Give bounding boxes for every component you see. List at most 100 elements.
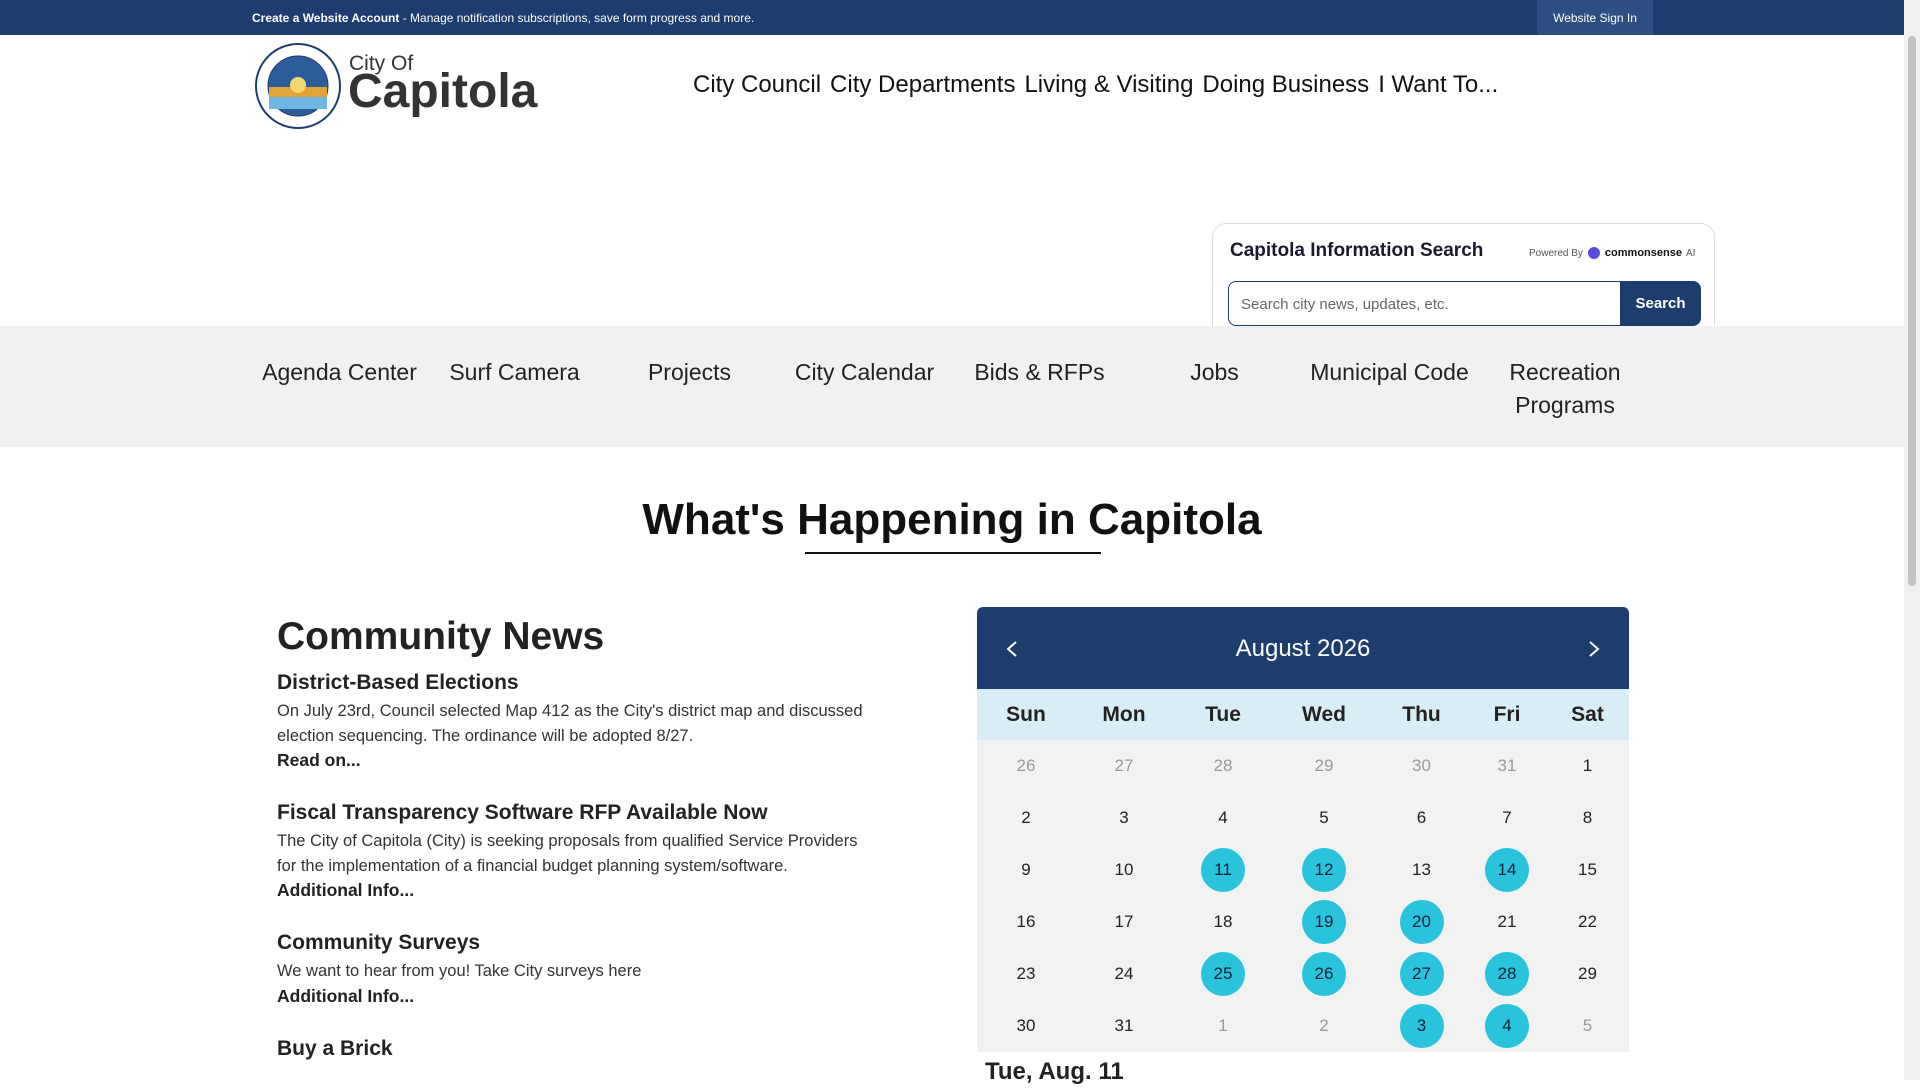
event-day[interactable]: 28 [1485, 952, 1529, 996]
news-title[interactable]: District-Based Elections [277, 671, 519, 694]
sign-in-button[interactable]: Website Sign In [1537, 0, 1653, 35]
day-cell[interactable]: 26 [977, 740, 1075, 792]
day-cell[interactable]: 31 [1468, 740, 1546, 792]
nav-item[interactable]: I Want To... [1378, 71, 1499, 98]
day-cell[interactable]: 27 [1375, 948, 1468, 1000]
day-number[interactable]: 6 [1416, 808, 1427, 827]
logo-small-text[interactable]: City Of [349, 52, 414, 75]
day-number[interactable]: 24 [1114, 964, 1134, 983]
news-link[interactable]: Additional Info... [277, 880, 415, 900]
day-number[interactable]: 1 [1582, 756, 1593, 775]
quick-link[interactable]: City Calendar [794, 359, 935, 385]
day-number[interactable]: 18 [1213, 912, 1233, 931]
day-cell[interactable]: 18 [1173, 896, 1273, 948]
day-cell[interactable]: 5 [1273, 792, 1375, 844]
day-cell[interactable]: 30 [977, 1000, 1075, 1052]
day-cell[interactable]: 17 [1075, 896, 1173, 948]
news-title[interactable]: Fiscal Transparency Software RFP Availab… [277, 801, 768, 824]
event-day[interactable]: 27 [1399, 952, 1444, 996]
day-cell[interactable]: 20 [1375, 896, 1468, 948]
day-cell[interactable]: 13 [1375, 844, 1468, 896]
day-cell[interactable]: 3 [1375, 1000, 1468, 1052]
day-number[interactable]: 22 [1578, 912, 1597, 931]
day-number[interactable]: 8 [1582, 808, 1593, 827]
news-link[interactable]: Read on... [277, 750, 361, 770]
day-cell[interactable]: 29 [1546, 948, 1629, 1000]
day-number[interactable]: 26 [1016, 756, 1036, 775]
event-day[interactable]: 19 [1302, 900, 1346, 944]
day-number[interactable]: 23 [1016, 964, 1036, 983]
day-cell[interactable]: 24 [1075, 948, 1173, 1000]
search-input[interactable]: Search city news, updates, etc. [1228, 281, 1621, 326]
logo-text[interactable]: Capitola [348, 65, 538, 118]
day-cell[interactable]: 21 [1468, 896, 1546, 948]
day-cell[interactable]: 28 [1468, 948, 1546, 1000]
day-cell[interactable]: 3 [1075, 792, 1173, 844]
day-cell[interactable]: 9 [977, 844, 1075, 896]
event-day[interactable]: 20 [1399, 900, 1444, 944]
quick-link[interactable]: Municipal Code [1310, 359, 1469, 385]
day-number[interactable]: 31 [1497, 756, 1517, 775]
day-number[interactable]: 28 [1213, 756, 1233, 775]
event-day[interactable]: 12 [1302, 848, 1346, 892]
day-cell[interactable]: 4 [1173, 792, 1273, 844]
day-number[interactable]: 3 [1119, 808, 1129, 827]
quick-link[interactable]: Recreation Programs [1509, 359, 1621, 418]
day-cell[interactable]: 27 [1075, 740, 1173, 792]
day-number[interactable]: 2 [1021, 808, 1031, 827]
event-day[interactable]: 14 [1485, 848, 1529, 892]
day-cell[interactable]: 11 [1173, 844, 1273, 896]
day-cell[interactable]: 4 [1468, 1000, 1546, 1052]
nav-item[interactable]: Living & Visiting [1024, 71, 1194, 98]
day-number[interactable]: 17 [1114, 912, 1134, 931]
day-number[interactable]: 9 [1021, 860, 1031, 879]
day-cell[interactable]: 22 [1546, 896, 1629, 948]
quick-link[interactable]: Projects [647, 359, 732, 385]
quick-link[interactable]: Agenda Center [262, 359, 417, 385]
next-month[interactable] [1587, 640, 1601, 658]
day-number[interactable]: 21 [1497, 912, 1517, 931]
city-seal[interactable] [255, 43, 341, 129]
day-number[interactable]: 15 [1578, 860, 1597, 879]
nav-item[interactable]: City Council [693, 71, 822, 98]
day-number[interactable]: 1 [1218, 1016, 1228, 1035]
day-cell[interactable]: 5 [1546, 1000, 1629, 1052]
day-number[interactable]: 27 [1114, 756, 1134, 775]
day-number[interactable]: 29 [1314, 756, 1334, 775]
day-cell[interactable]: 8 [1546, 792, 1629, 844]
scrollbar-thumb[interactable] [1908, 36, 1916, 586]
day-cell[interactable]: 14 [1468, 844, 1546, 896]
day-number[interactable]: 10 [1114, 860, 1134, 879]
quick-link[interactable]: Surf Camera [449, 359, 580, 385]
day-number[interactable]: 30 [1412, 756, 1431, 775]
day-number[interactable]: 29 [1578, 964, 1597, 983]
day-cell[interactable]: 19 [1273, 896, 1375, 948]
day-cell[interactable]: 26 [1273, 948, 1375, 1000]
news-title[interactable]: Buy a Brick [277, 1036, 393, 1060]
event-day[interactable]: 25 [1201, 952, 1245, 996]
day-number[interactable]: 4 [1218, 808, 1228, 827]
day-cell[interactable]: 7 [1468, 792, 1546, 844]
day-cell[interactable]: 6 [1375, 792, 1468, 844]
day-cell[interactable]: 1 [1173, 1000, 1273, 1052]
day-number[interactable]: 7 [1502, 808, 1512, 827]
day-cell[interactable]: 28 [1173, 740, 1273, 792]
day-cell[interactable]: 2 [977, 792, 1075, 844]
news-title[interactable]: Community Surveys [277, 931, 481, 954]
day-cell[interactable]: 2 [1273, 1000, 1375, 1052]
day-cell[interactable]: 15 [1546, 844, 1629, 896]
day-number[interactable]: 5 [1582, 1016, 1593, 1035]
event-day[interactable]: 26 [1302, 952, 1346, 996]
search-button[interactable]: Search [1620, 281, 1701, 326]
day-cell[interactable]: 12 [1273, 844, 1375, 896]
day-number[interactable]: 30 [1016, 1016, 1036, 1035]
day-cell[interactable]: 1 [1546, 740, 1629, 792]
day-cell[interactable]: 23 [977, 948, 1075, 1000]
day-cell[interactable]: 16 [977, 896, 1075, 948]
event-day[interactable]: 3 [1399, 1004, 1444, 1048]
day-cell[interactable]: 31 [1075, 1000, 1173, 1052]
day-cell[interactable]: 30 [1375, 740, 1468, 792]
day-cell[interactable]: 29 [1273, 740, 1375, 792]
day-cell[interactable]: 25 [1173, 948, 1273, 1000]
nav-item[interactable]: City Departments [830, 71, 1016, 98]
